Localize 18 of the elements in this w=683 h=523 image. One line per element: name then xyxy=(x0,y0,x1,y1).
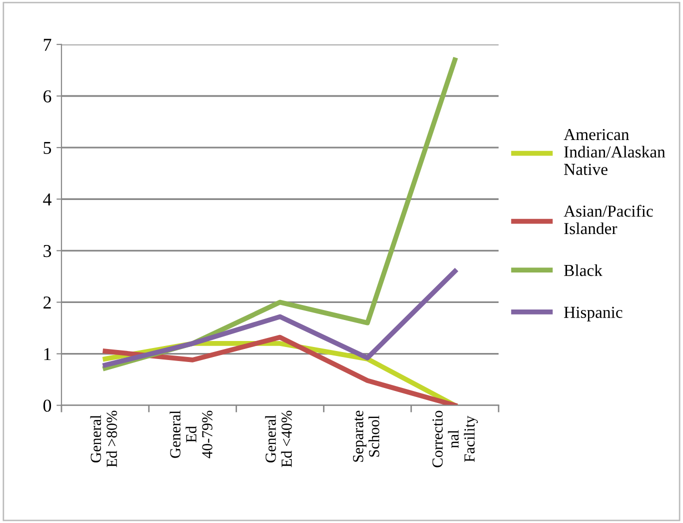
y-tick-label: 7 xyxy=(44,38,52,51)
legend-label: American Indian/Alaskan Native xyxy=(564,128,666,175)
y-tick-label: 1 xyxy=(44,348,51,360)
x-tick-label: General Ed <40% xyxy=(265,410,292,468)
x-tick-label: Separate School xyxy=(353,410,380,462)
y-tick-label: 6 xyxy=(43,90,52,102)
legend-label: Black xyxy=(564,264,602,276)
x-tick-label: Correctio nal Facility xyxy=(432,410,478,468)
y-tick-label: 2 xyxy=(44,296,51,308)
line-series xyxy=(102,268,458,368)
y-tick-label: 4 xyxy=(43,193,52,206)
y-tick-label: 5 xyxy=(44,142,52,154)
y-tick-label: 0 xyxy=(43,400,52,412)
x-tick-label: General Ed >80% xyxy=(90,410,118,468)
x-tick-label: General Ed 40-79% xyxy=(170,410,212,458)
legend-label: Asian/Pacific Islander xyxy=(564,204,653,234)
y-tick-label: 3 xyxy=(44,244,52,258)
legend-label: Hispanic xyxy=(564,306,622,322)
